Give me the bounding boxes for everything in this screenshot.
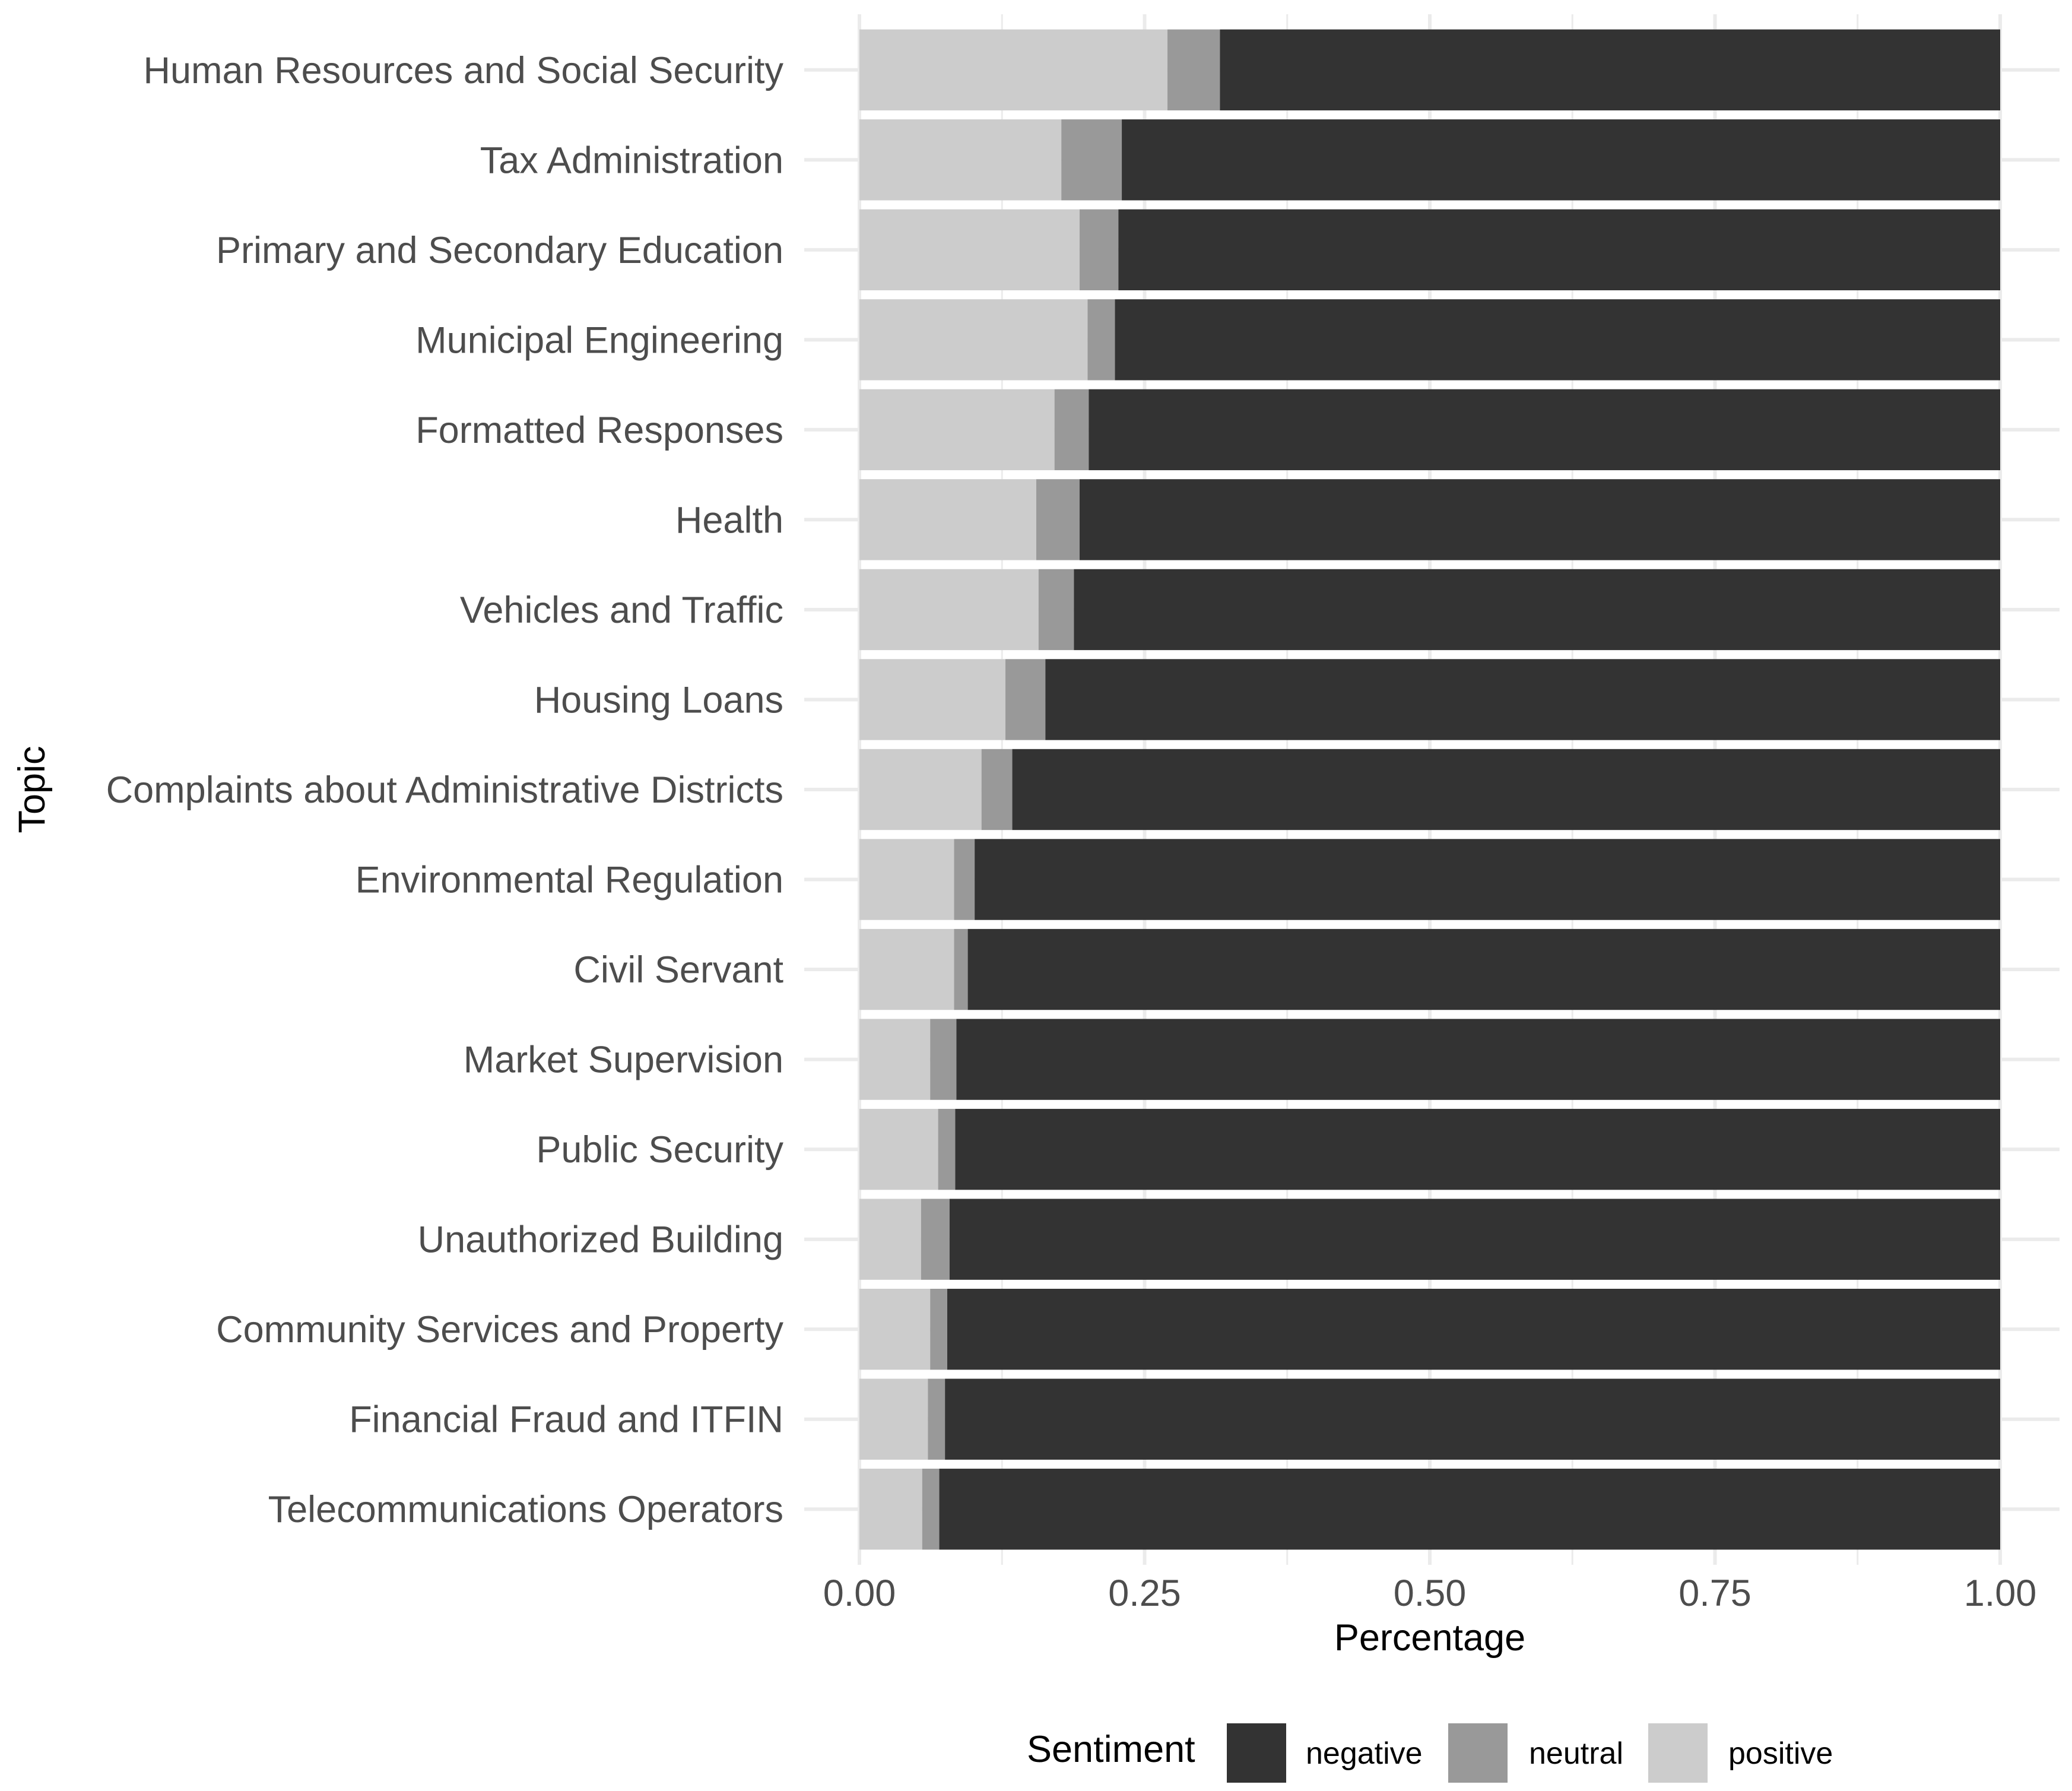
y-tick-label: Health bbox=[675, 499, 783, 541]
bar-neutral bbox=[1054, 389, 1089, 471]
bar-neutral bbox=[930, 1019, 957, 1100]
bar-positive bbox=[859, 928, 954, 1010]
bar-positive bbox=[859, 1378, 928, 1460]
bar-negative bbox=[1220, 29, 2000, 110]
bar-negative bbox=[1089, 389, 2000, 471]
bar-positive bbox=[859, 209, 1080, 291]
bar-negative bbox=[1074, 569, 2000, 651]
bar-neutral bbox=[1038, 569, 1074, 651]
bar-negative bbox=[1012, 749, 2000, 830]
x-tick-label: 0.25 bbox=[1108, 1573, 1181, 1614]
bar-neutral bbox=[981, 749, 1013, 830]
x-axis-title: Percentage bbox=[1334, 1617, 1525, 1659]
x-tick-label: 0.50 bbox=[1394, 1573, 1467, 1614]
bar-neutral bbox=[1087, 299, 1115, 381]
y-tick-label: Municipal Engineering bbox=[415, 319, 783, 361]
y-tick-label: Unauthorized Building bbox=[418, 1219, 783, 1261]
bar-negative bbox=[939, 1469, 2000, 1550]
bar-neutral bbox=[1061, 119, 1122, 201]
legend-key-negative bbox=[1227, 1723, 1286, 1783]
bar-neutral bbox=[921, 1199, 950, 1280]
bar-neutral bbox=[930, 1288, 947, 1370]
bar-positive bbox=[859, 119, 1062, 201]
bar-positive bbox=[859, 1108, 938, 1190]
legend-key-positive bbox=[1648, 1723, 1708, 1783]
bar-negative bbox=[975, 839, 2000, 920]
y-tick-label: Vehicles and Traffic bbox=[460, 589, 783, 631]
bar-neutral bbox=[1079, 209, 1119, 291]
y-axis-title: Topic bbox=[11, 746, 53, 833]
legend-label-neutral: neutral bbox=[1529, 1736, 1623, 1771]
y-tick-label: Telecommunications Operators bbox=[268, 1489, 783, 1530]
bar-positive bbox=[859, 29, 1167, 110]
y-tick-label: Community Services and Property bbox=[216, 1309, 783, 1351]
bar-positive bbox=[859, 299, 1088, 381]
bar-negative bbox=[956, 1019, 2000, 1100]
x-tick-label: 0.75 bbox=[1678, 1573, 1751, 1614]
y-tick-label: Public Security bbox=[536, 1129, 783, 1171]
bar-negative bbox=[1118, 209, 2000, 291]
bar-neutral bbox=[1036, 479, 1080, 560]
bar-neutral bbox=[922, 1469, 940, 1550]
bar-positive bbox=[859, 1469, 922, 1550]
bar-positive bbox=[859, 1199, 921, 1280]
bar-neutral bbox=[954, 839, 975, 920]
y-tick-label: Tax Administration bbox=[480, 140, 783, 181]
y-tick-label: Primary and Secondary Education bbox=[216, 230, 783, 271]
bar-negative bbox=[1079, 479, 2000, 560]
bar-positive bbox=[859, 1019, 931, 1100]
bar-negative bbox=[955, 1108, 2000, 1190]
bar-positive bbox=[859, 659, 1006, 740]
bar-negative bbox=[967, 928, 2000, 1010]
bar-neutral bbox=[1167, 29, 1220, 110]
legend-title: Sentiment bbox=[1027, 1729, 1195, 1770]
bar-positive bbox=[859, 569, 1039, 651]
legend-label-negative: negative bbox=[1306, 1736, 1423, 1771]
x-tick-label: 1.00 bbox=[1964, 1573, 2037, 1614]
y-axis-ticks: Human Resources and Social Security Tax A… bbox=[106, 50, 784, 1530]
bar-positive bbox=[859, 749, 982, 830]
legend-label-positive: positive bbox=[1728, 1736, 1833, 1771]
bar-neutral bbox=[1005, 659, 1046, 740]
bar-positive bbox=[859, 1288, 931, 1370]
bar-negative bbox=[1045, 659, 2000, 740]
bar-positive bbox=[859, 389, 1055, 471]
bar-neutral bbox=[938, 1108, 956, 1190]
y-tick-label: Environmental Regulation bbox=[356, 860, 783, 901]
y-tick-label: Complaints about Administrative District… bbox=[106, 769, 783, 811]
bar-negative bbox=[949, 1199, 2000, 1280]
bar-neutral bbox=[928, 1378, 945, 1460]
y-tick-label: Human Resources and Social Security bbox=[143, 50, 783, 91]
bar-neutral bbox=[954, 928, 968, 1010]
bar-positive bbox=[859, 839, 954, 920]
bar-negative bbox=[947, 1288, 2000, 1370]
bar-positive bbox=[859, 479, 1036, 560]
y-tick-label: Market Supervision bbox=[464, 1039, 783, 1081]
y-tick-label: Formatted Responses bbox=[415, 410, 783, 451]
y-tick-label: Housing Loans bbox=[534, 679, 783, 721]
x-tick-label: 0.00 bbox=[823, 1573, 896, 1614]
legend-key-neutral bbox=[1448, 1723, 1508, 1783]
bar-negative bbox=[1115, 299, 2000, 381]
bar-negative bbox=[1122, 119, 2000, 201]
legend: Sentiment negative neutral positive bbox=[1027, 1723, 1833, 1783]
bar-negative bbox=[945, 1378, 2000, 1460]
bars bbox=[859, 29, 2000, 1550]
y-tick-label: Financial Fraud and ITFIN bbox=[349, 1399, 783, 1441]
x-axis-ticks: 0.00 0.25 0.50 0.75 1.00 bbox=[823, 1573, 2037, 1614]
y-tick-label: Civil Servant bbox=[573, 949, 783, 991]
